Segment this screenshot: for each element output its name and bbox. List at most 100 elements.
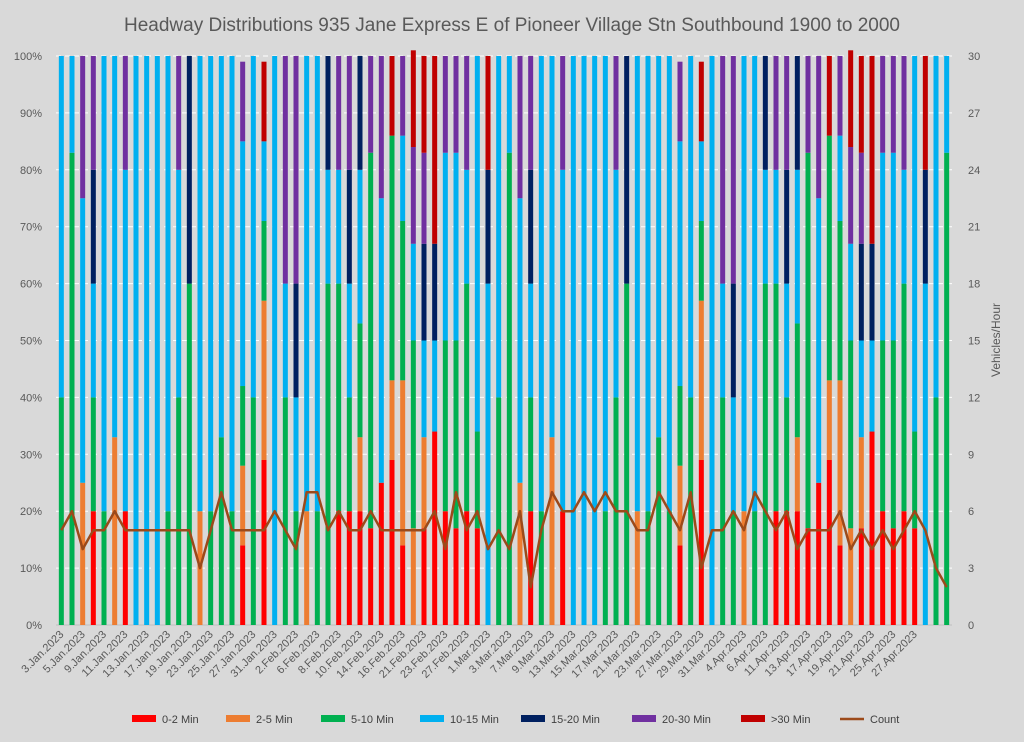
bar-segment xyxy=(880,511,886,625)
bar-segment xyxy=(730,511,736,625)
bar-segment xyxy=(517,56,523,199)
bar-segment xyxy=(410,50,416,148)
legend-label: Count xyxy=(870,714,899,726)
bar-segment xyxy=(282,397,288,625)
bar-segment xyxy=(293,511,299,625)
bar-segment xyxy=(432,431,438,625)
bar-segment xyxy=(720,56,726,284)
bar-segment xyxy=(624,56,630,284)
bar-segment xyxy=(389,135,395,381)
bar-segment xyxy=(133,56,139,625)
bar-segment xyxy=(794,169,800,324)
y-tick-label: 60% xyxy=(20,279,42,291)
bar-segment xyxy=(389,459,395,625)
legend-swatch xyxy=(741,715,765,722)
bar-segment xyxy=(816,56,822,199)
bar-segment xyxy=(165,56,171,512)
bar-segment xyxy=(496,56,502,398)
bar-segment xyxy=(357,511,363,625)
bar-segment xyxy=(314,511,320,625)
bar-segment xyxy=(784,283,790,398)
bar-segment xyxy=(208,511,214,625)
bar-segment xyxy=(741,511,747,625)
bar-segment xyxy=(400,56,406,136)
bar-segment xyxy=(261,141,267,222)
bar-segment xyxy=(464,511,470,625)
bar-segment xyxy=(240,545,246,625)
bar-segment xyxy=(528,397,534,512)
bar-segment xyxy=(261,221,267,301)
bar-segment xyxy=(645,511,651,625)
bar-segment xyxy=(517,482,523,625)
bar-segment xyxy=(538,511,544,625)
legend-swatch xyxy=(226,715,250,722)
bar-segment xyxy=(592,56,598,625)
bar-segment xyxy=(250,397,256,625)
bar-segment xyxy=(112,437,118,625)
bar-segment xyxy=(346,283,352,398)
y2-tick-label: 3 xyxy=(968,563,974,575)
bar-segment xyxy=(794,437,800,512)
bar-segment xyxy=(378,56,384,199)
count-line xyxy=(60,490,948,589)
bar-segment xyxy=(453,152,459,341)
bar-segment xyxy=(314,56,320,512)
bar-segment xyxy=(688,397,694,625)
bar-segment xyxy=(944,152,950,626)
bar-segment xyxy=(101,56,107,512)
legend-swatch xyxy=(521,715,545,722)
bar-segment xyxy=(336,56,342,170)
bar-segment xyxy=(485,56,491,170)
bar-segment xyxy=(922,283,928,625)
bar-segment xyxy=(837,135,843,222)
y2-tick-label: 0 xyxy=(968,620,974,632)
bar-segment xyxy=(400,135,406,222)
bar-segment xyxy=(154,56,160,625)
bar-segment xyxy=(336,511,342,625)
bar-segment xyxy=(826,135,832,381)
bar-segment xyxy=(570,56,576,625)
bar-segment xyxy=(720,283,726,398)
bar-segment xyxy=(240,465,246,546)
bar-segment xyxy=(528,169,534,284)
bar-segment xyxy=(410,243,416,341)
y2-tick-label: 21 xyxy=(968,222,980,234)
bar-segment xyxy=(869,340,875,432)
y2-tick-label: 12 xyxy=(968,392,980,404)
bar-segment xyxy=(784,169,790,284)
y2-tick-label: 15 xyxy=(968,336,980,348)
legend: 0-2 Min 2-5 Min 5-10 Min 10-15 Min 15-20 Min… xyxy=(132,714,899,726)
count-line-layer xyxy=(60,490,948,589)
bar-segment xyxy=(453,528,459,625)
bar-segment xyxy=(805,56,811,153)
bar-segment xyxy=(165,511,171,625)
bar-segment xyxy=(442,340,448,512)
bar-segment xyxy=(634,511,640,625)
bar-segment xyxy=(432,243,438,341)
bar-segment xyxy=(421,243,427,341)
bar-segment xyxy=(698,300,704,460)
legend-label: 20-30 Min xyxy=(662,714,711,726)
y2-tick-label: 9 xyxy=(968,449,974,461)
bar-segment xyxy=(453,340,459,529)
bar-segment xyxy=(890,340,896,529)
bar-segment xyxy=(261,300,267,460)
bar-segment xyxy=(357,437,363,512)
bar-segment xyxy=(613,169,619,398)
bar-segment xyxy=(186,283,192,625)
bar-segment xyxy=(880,56,886,153)
bar-segment xyxy=(602,56,608,512)
bar-segment xyxy=(890,56,896,153)
bar-segment xyxy=(421,340,427,438)
bar-segment xyxy=(90,283,96,398)
bar-segment xyxy=(261,459,267,625)
y-tick-label: 70% xyxy=(20,222,42,234)
bar-segment xyxy=(186,56,192,284)
bar-segment xyxy=(176,397,182,625)
bar-segment xyxy=(485,283,491,625)
y2-tick-label: 18 xyxy=(968,279,980,291)
bar-segment xyxy=(880,152,886,341)
bar-segment xyxy=(58,56,64,398)
bar-segment xyxy=(677,465,683,546)
bar-segment xyxy=(442,152,448,341)
